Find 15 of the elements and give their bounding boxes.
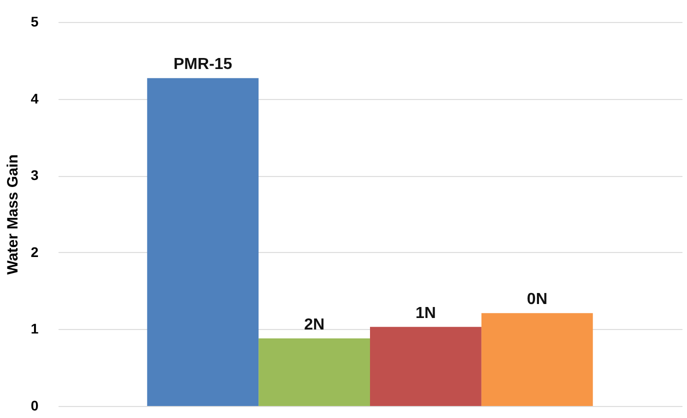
y-tick-label: 4 [30,90,39,106]
x-tick-label: 2N [304,316,325,334]
y-tick-label: 3 [30,167,39,184]
x-tick-label: PMR-15 [174,56,232,74]
bar [370,326,482,406]
y-tick-label: 5 [30,14,39,30]
x-tick-label: 1N [415,304,436,322]
y-axis-title: Water Mass Gain [4,154,22,275]
y-tick-label: 1 [30,320,39,337]
bar [258,338,370,406]
bar [481,313,593,406]
x-tick-label: 0N [526,291,548,308]
y-tick-label: 0 [30,398,39,414]
y-tick-label: 2 [30,244,39,260]
bar [147,78,259,406]
